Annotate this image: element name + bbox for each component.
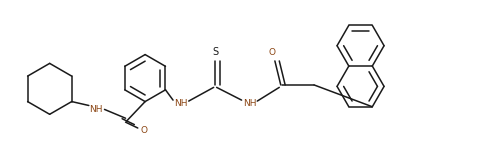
Text: O: O [269, 48, 276, 57]
Text: S: S [212, 47, 218, 57]
Text: NH: NH [89, 105, 103, 114]
Text: O: O [140, 126, 148, 135]
Text: NH: NH [243, 99, 256, 108]
Text: NH: NH [174, 99, 188, 108]
